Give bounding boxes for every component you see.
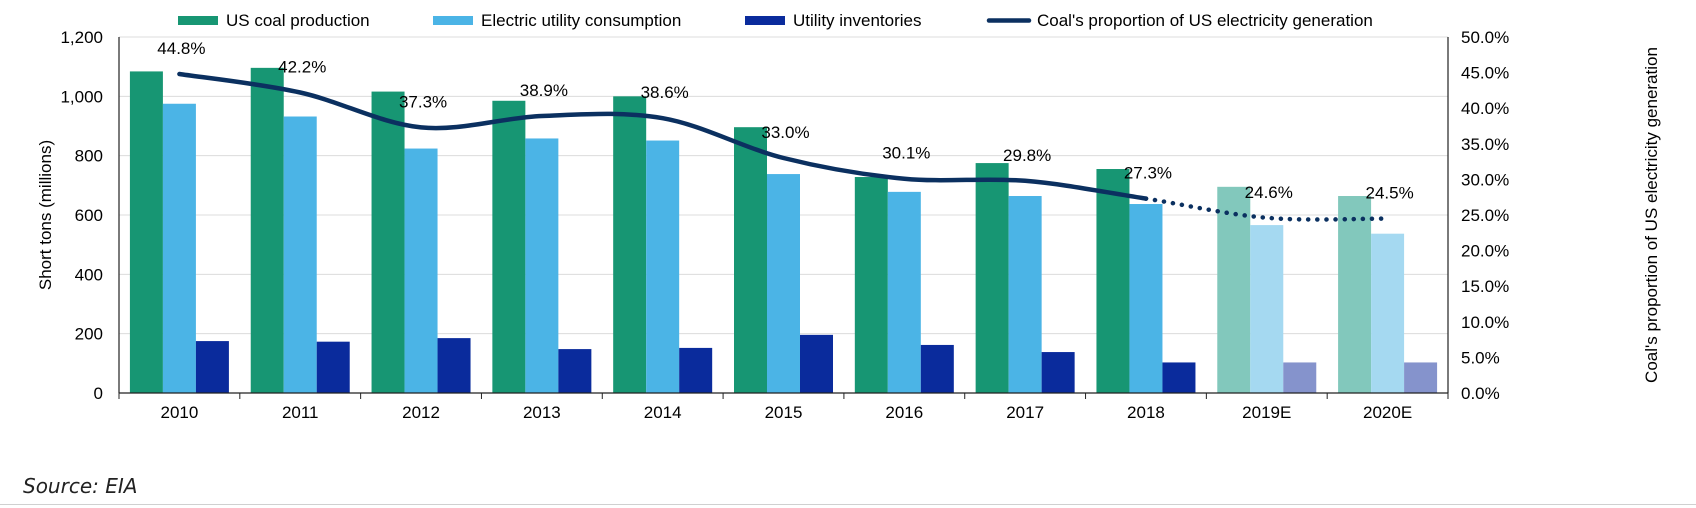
y-right-tick-label: 0.0% xyxy=(1461,384,1500,403)
bar-utility-inventories xyxy=(1404,362,1438,393)
x-tick-label: 2010 xyxy=(160,403,198,422)
y-left-tick-label: 400 xyxy=(75,265,103,284)
proportion-line xyxy=(177,71,1390,222)
legend-label-coal-s-proportion-of-us-electricity-generation: Coal's proportion of US electricity gene… xyxy=(1037,11,1373,30)
bar-us-coal-production xyxy=(734,127,767,393)
y-left-tick-label: 800 xyxy=(75,147,103,166)
x-tick-label: 2012 xyxy=(402,403,440,422)
bar-electric-utility-consumption xyxy=(1008,196,1042,393)
bar-us-coal-production xyxy=(854,177,888,393)
line-data-label: 24.5% xyxy=(1365,184,1413,203)
line-data-label: 42.2% xyxy=(278,58,326,77)
bar-us-coal-production xyxy=(129,71,163,393)
x-tick-label: 2013 xyxy=(523,403,561,422)
bar-us-coal-production xyxy=(1338,196,1372,393)
y-right-tick-label: 15.0% xyxy=(1461,277,1509,296)
line-data-label: 29.8% xyxy=(1003,146,1051,165)
y-right-tick-label: 45.0% xyxy=(1461,64,1509,83)
bar-electric-utility-consumption xyxy=(1250,225,1284,393)
y-left-tick-label: 200 xyxy=(75,325,103,344)
line-estimate xyxy=(1143,196,1390,222)
axes: 0 200 400 600 800 1,000 1,200 0.0% 5.0% 10.0% 15.0… xyxy=(36,28,1661,422)
y-right-tick-label: 25.0% xyxy=(1461,206,1509,225)
bar-electric-utility-consumption xyxy=(887,191,921,393)
y-left-tick-label: 1,000 xyxy=(60,87,103,106)
line-data-label: 24.6% xyxy=(1245,183,1293,202)
bar-utility-inventories xyxy=(800,334,833,393)
line-data-label: 27.3% xyxy=(1124,164,1172,183)
x-tick-label: 2015 xyxy=(765,403,803,422)
x-tick-label: 2019E xyxy=(1242,403,1291,422)
bar-electric-utility-consumption xyxy=(646,140,680,393)
x-tick-label: 2018 xyxy=(1127,403,1165,422)
x-tick-label: 2017 xyxy=(1006,403,1044,422)
bar-us-coal-production xyxy=(613,96,647,393)
bar-electric-utility-consumption xyxy=(1371,233,1405,393)
y-right-tick-label: 5.0% xyxy=(1461,348,1500,367)
bar-us-coal-production xyxy=(371,91,405,393)
legend-label-us-coal-production: US coal production xyxy=(226,11,370,30)
y-left-tick-label: 600 xyxy=(75,206,103,225)
bar-utility-inventories xyxy=(1283,362,1317,393)
x-tick-label: 2014 xyxy=(644,403,682,422)
bar-electric-utility-consumption xyxy=(404,148,438,393)
legend-label-utility-inventories: Utility inventories xyxy=(793,11,922,30)
legend-swatch-us-coal-production xyxy=(178,16,218,25)
bar-utility-inventories xyxy=(195,341,229,393)
legend-label-electric-utility-consumption: Electric utility consumption xyxy=(481,11,681,30)
y-right-tick-label: 40.0% xyxy=(1461,99,1509,118)
y-right-tick-label: 35.0% xyxy=(1461,135,1509,154)
line-data-label: 38.9% xyxy=(520,81,568,100)
bar-utility-inventories xyxy=(316,341,350,393)
bar-us-coal-production xyxy=(250,67,284,393)
bar-electric-utility-consumption xyxy=(1129,204,1163,393)
bar-electric-utility-consumption xyxy=(162,103,196,393)
y-right-axis-title: Coal's proportion of US electricity gene… xyxy=(1642,47,1661,383)
y-left-tick-label: 0 xyxy=(94,384,103,403)
source-note: Source: EIA xyxy=(23,474,138,498)
bar-us-coal-production xyxy=(1217,186,1251,393)
bar-utility-inventories xyxy=(679,347,713,393)
bar-us-coal-production xyxy=(492,100,526,394)
bar-electric-utility-consumption xyxy=(525,138,559,393)
y-right-tick-label: 20.0% xyxy=(1461,242,1509,261)
bar-utility-inventories xyxy=(1041,352,1075,393)
y-left-tick-label: 1,200 xyxy=(60,28,103,47)
bar-utility-inventories xyxy=(437,338,471,393)
line-data-label: 33.0% xyxy=(761,123,809,142)
bar-series xyxy=(129,67,1438,394)
bar-utility-inventories xyxy=(558,349,592,393)
bar-utility-inventories xyxy=(920,344,954,393)
bar-us-coal-production xyxy=(1096,169,1130,393)
legend-swatch-electric-utility-consumption xyxy=(433,16,473,25)
coal-chart: US coal production Electric utility consu… xyxy=(36,11,1661,422)
bar-utility-inventories xyxy=(1162,362,1196,393)
line-data-label: 44.8% xyxy=(157,39,205,58)
y-right-tick-label: 10.0% xyxy=(1461,313,1509,332)
legend: US coal production Electric utility consu… xyxy=(178,11,1373,30)
line-actual xyxy=(177,71,1149,201)
y-right-tick-label: 50.0% xyxy=(1461,28,1509,47)
x-tick-label: 2020E xyxy=(1363,403,1412,422)
bar-electric-utility-consumption xyxy=(283,116,317,394)
x-tick-label: 2016 xyxy=(885,403,923,422)
bar-electric-utility-consumption xyxy=(767,174,800,393)
line-data-label: 30.1% xyxy=(882,144,930,163)
x-tick-label: 2011 xyxy=(282,403,319,422)
y-left-axis-title: Short tons (millions) xyxy=(36,140,55,290)
bar-us-coal-production xyxy=(975,163,1009,393)
data-labels: 44.8% 42.2% 37.3% 38.9% 38.6% 33.0% 30.1% 29.8%… xyxy=(157,39,1413,203)
bottom-divider xyxy=(0,504,1696,505)
legend-swatch-utility-inventories xyxy=(745,16,785,25)
y-right-tick-label: 30.0% xyxy=(1461,170,1509,189)
line-data-label: 38.6% xyxy=(641,83,689,102)
line-data-label: 37.3% xyxy=(399,92,447,111)
